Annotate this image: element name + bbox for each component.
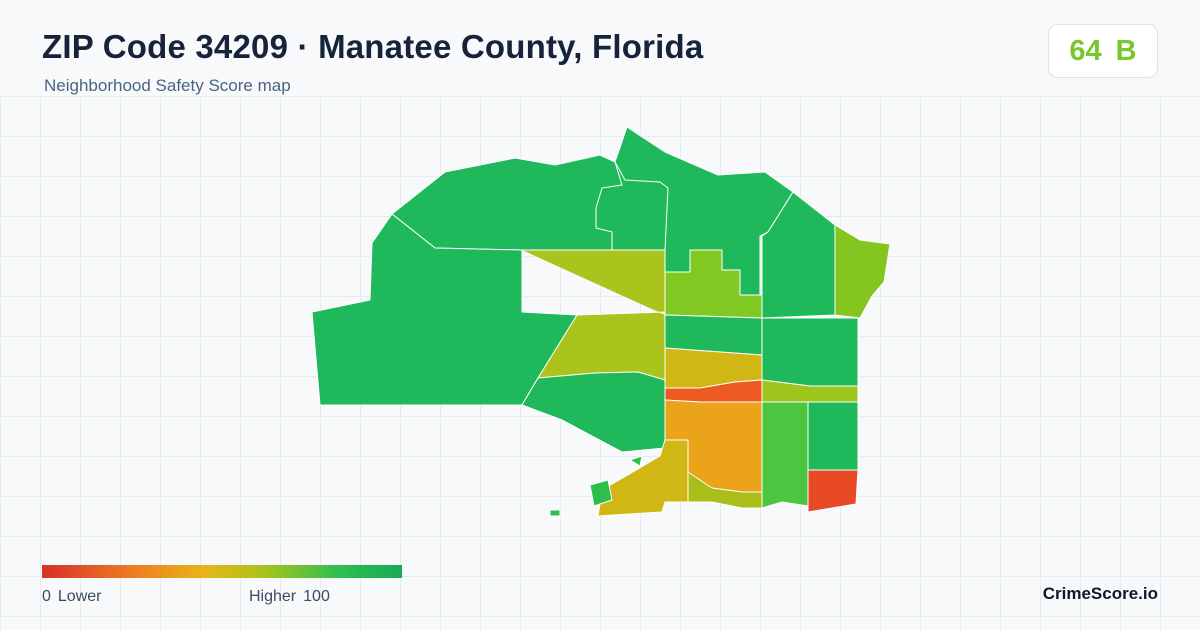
- page-title: ZIP Code 34209 · Manatee County, Florida: [42, 28, 704, 65]
- region-east-lime-strip[interactable]: [761, 379, 859, 403]
- legend-max-value: 100: [303, 588, 330, 605]
- legend-low-label: 0 Lower: [42, 588, 108, 606]
- safety-legend-gradient: [42, 565, 402, 578]
- legend-min-value: 0: [42, 588, 51, 605]
- region-south-yellow-left[interactable]: [597, 439, 689, 517]
- region-center-south-green[interactable]: [521, 371, 666, 453]
- safety-score-badge: 64 B: [1048, 24, 1158, 78]
- region-east-south-green[interactable]: [807, 401, 859, 471]
- page-subtitle: Neighborhood Safety Score map: [44, 76, 291, 95]
- region-far-east-lime[interactable]: [834, 224, 891, 319]
- legend-min-text: Lower: [57, 588, 102, 605]
- region-north-central-small[interactable]: [595, 161, 669, 251]
- legend-high-label: Higher 100: [249, 588, 337, 606]
- brand-logo-text[interactable]: CrimeScore.io: [1042, 584, 1158, 603]
- region-south-island-1[interactable]: [589, 479, 613, 507]
- region-southeast-red[interactable]: [807, 469, 859, 513]
- score-grade: B: [1115, 34, 1137, 67]
- region-south-island-3[interactable]: [629, 455, 643, 467]
- region-east-mid-green[interactable]: [761, 317, 859, 387]
- region-east-bright-green[interactable]: [761, 401, 809, 509]
- region-south-island-2[interactable]: [549, 509, 561, 517]
- score-value: 64: [1069, 34, 1102, 67]
- legend-max-text: Higher: [249, 588, 297, 605]
